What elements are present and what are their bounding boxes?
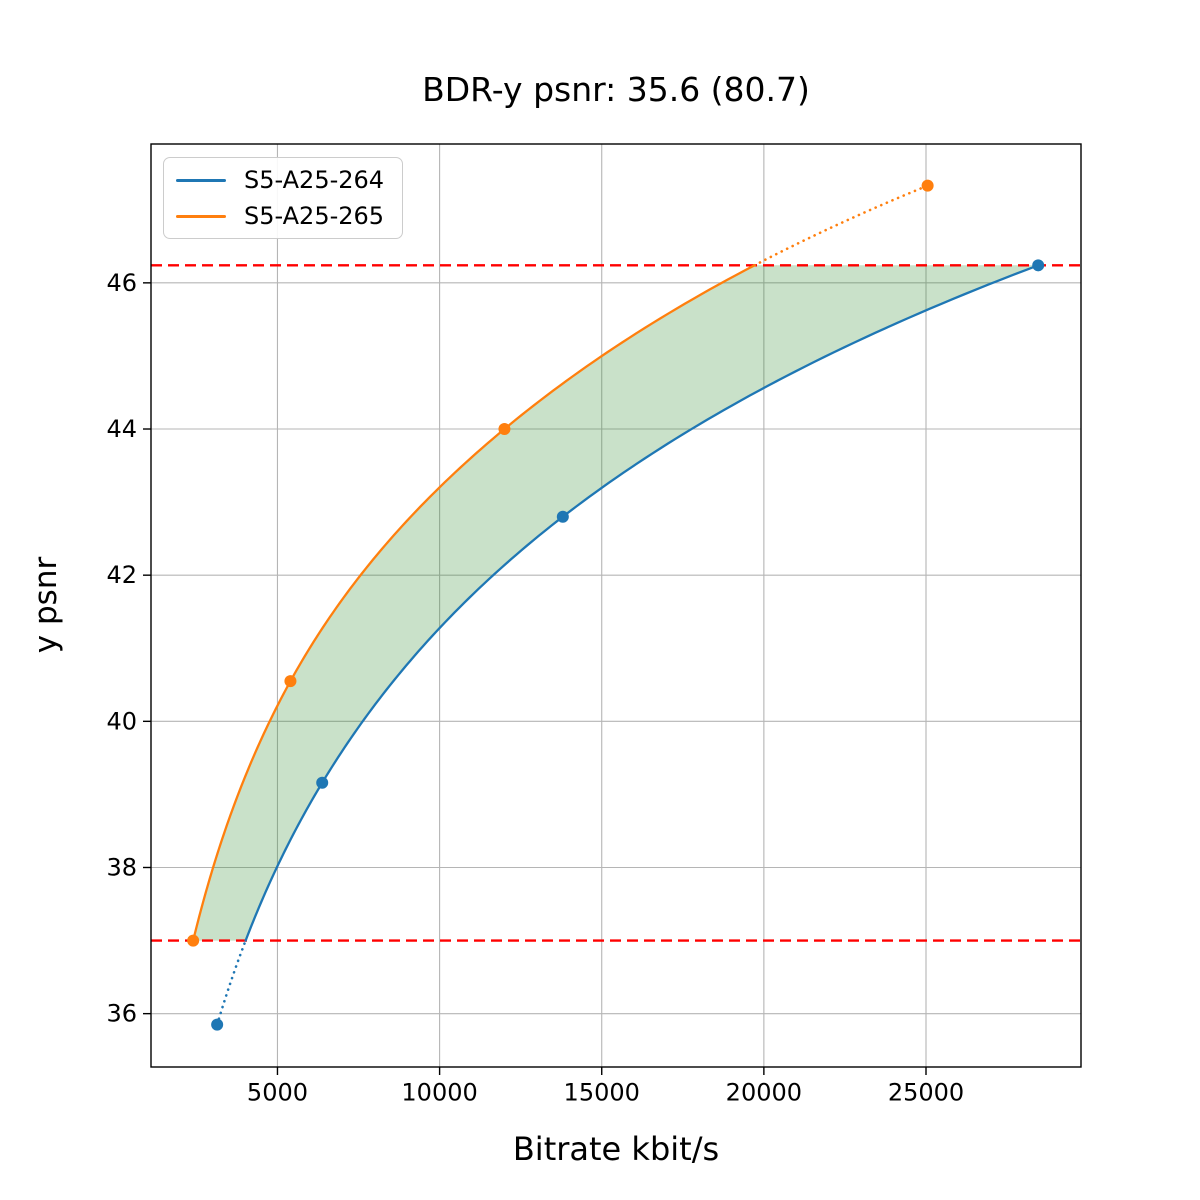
x-tick-label: 10000 [401, 1079, 477, 1107]
chart-title: BDR-y psnr: 35.6 (80.7) [422, 70, 810, 109]
x-tick-label: 20000 [726, 1079, 802, 1107]
y-tick-label: 44 [106, 415, 137, 443]
y-tick-label: 38 [106, 853, 137, 881]
axes-spines [150, 143, 1082, 1068]
series-curve-S5-A25-264 [244, 264, 1040, 942]
data-point-marker [187, 934, 200, 947]
bd-fill-area [193, 265, 1039, 941]
y-tick-label: 36 [106, 1000, 137, 1028]
series-curve-dotted-S5-A25-264 [215, 939, 247, 1026]
y-tick-label: 42 [106, 561, 137, 589]
legend: S5-A25-264 S5-A25-265 [163, 157, 403, 239]
y-tick-label: 46 [106, 269, 137, 297]
data-point-marker [1032, 259, 1045, 272]
series-curve-dotted-S5-A25-265 [753, 184, 929, 267]
legend-label: S5-A25-264 [244, 166, 385, 194]
data-point-marker [284, 675, 297, 688]
legend-item: S5-A25-265 [176, 198, 390, 234]
x-tick-label: 5000 [247, 1079, 308, 1107]
y-axis-label: y psnr [28, 556, 64, 654]
legend-line-sample [176, 214, 226, 218]
legend-item: S5-A25-264 [176, 162, 390, 198]
legend-label: S5-A25-265 [244, 202, 385, 230]
y-tick-label: 40 [106, 707, 137, 735]
data-point-marker [498, 423, 511, 436]
x-tick-label: 15000 [564, 1079, 640, 1107]
series-curve-S5-A25-265 [192, 264, 756, 942]
x-axis-label: Bitrate kbit/s [512, 1130, 720, 1168]
x-tick-label: 25000 [888, 1079, 964, 1107]
data-point-marker [316, 776, 329, 789]
data-point-marker [211, 1018, 224, 1031]
data-point-marker [921, 179, 934, 192]
data-point-marker [556, 510, 569, 523]
legend-line-sample [176, 178, 226, 182]
